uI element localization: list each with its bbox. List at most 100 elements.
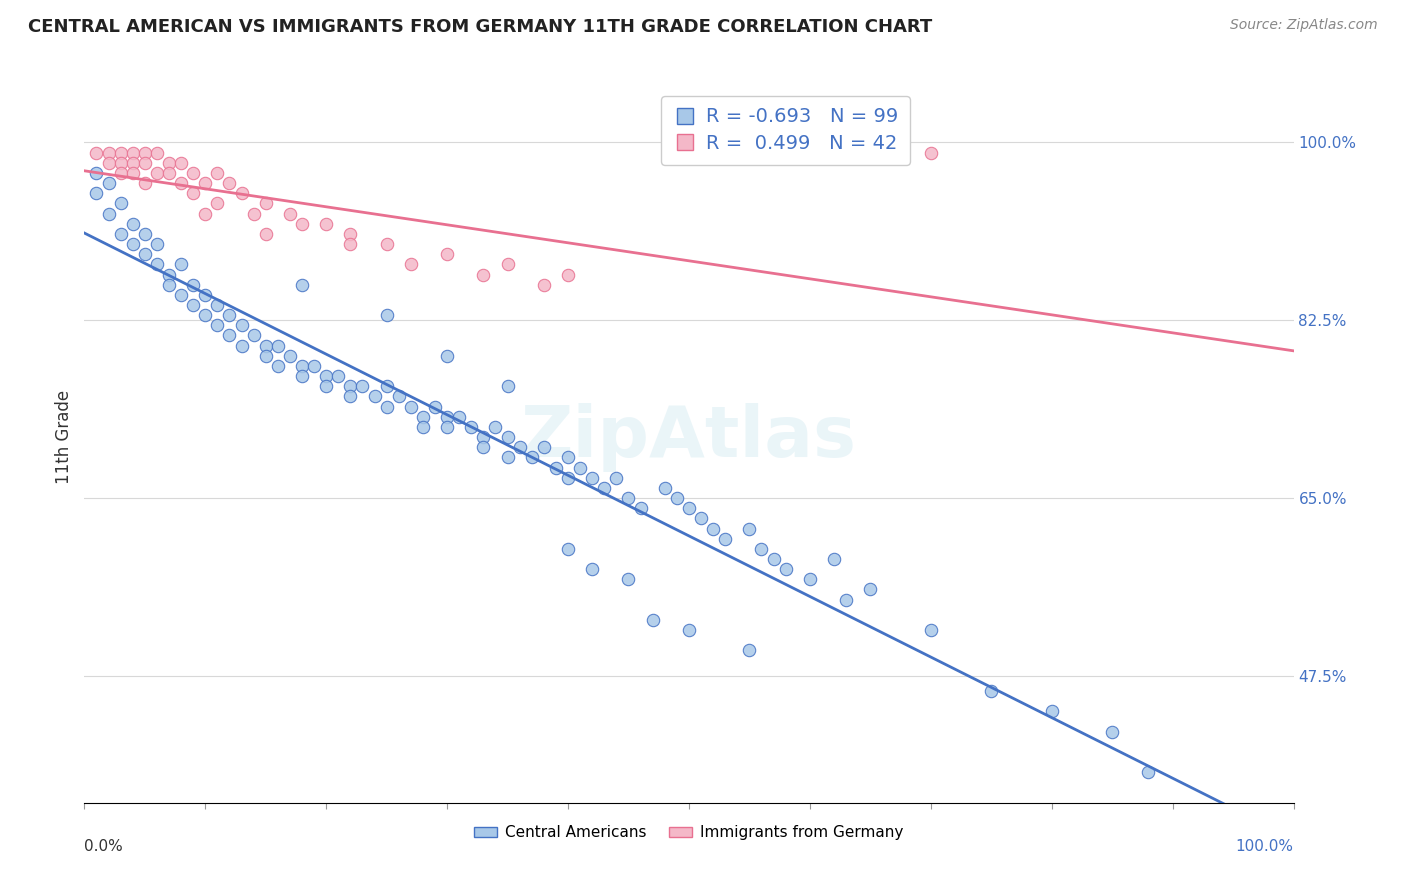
Point (496, 257, 519, 271)
Point (738, 521, 761, 535)
Point (231, 338, 253, 352)
Point (291, 369, 314, 384)
Point (157, 166, 180, 180)
Point (665, 491, 688, 505)
Point (315, 379, 337, 393)
Point (194, 288, 217, 302)
Point (581, 562, 603, 576)
Point (231, 186, 253, 201)
Point (97, 145, 120, 160)
Point (121, 217, 143, 231)
Point (134, 227, 156, 241)
Point (121, 145, 143, 160)
Point (859, 582, 882, 597)
Point (146, 145, 169, 160)
Point (170, 288, 193, 302)
Point (278, 349, 301, 363)
Point (291, 217, 314, 231)
Point (194, 308, 217, 322)
Point (920, 623, 942, 637)
Text: 100.0%: 100.0% (1236, 839, 1294, 855)
Point (207, 166, 229, 180)
Point (375, 379, 398, 393)
Point (484, 420, 506, 434)
Point (110, 227, 132, 241)
Point (207, 196, 229, 211)
Point (157, 156, 180, 170)
Point (835, 592, 858, 607)
Point (557, 541, 579, 556)
Point (267, 359, 290, 373)
Point (110, 156, 132, 170)
Point (472, 268, 495, 282)
Point (641, 613, 664, 627)
Point (375, 308, 398, 322)
Point (388, 389, 411, 403)
Point (170, 257, 193, 271)
Point (146, 166, 169, 180)
Point (496, 430, 519, 444)
Point (352, 379, 374, 393)
Point (86, 166, 108, 180)
Point (630, 501, 652, 516)
Point (823, 552, 845, 566)
Point (436, 247, 458, 261)
Point (157, 277, 180, 292)
Point (762, 552, 785, 566)
Point (533, 277, 555, 292)
Point (134, 247, 156, 261)
Point (544, 460, 567, 475)
Point (181, 277, 204, 292)
Point (690, 511, 713, 525)
Point (207, 298, 229, 312)
Point (207, 318, 229, 333)
Point (557, 471, 579, 485)
Point (399, 400, 422, 414)
Point (412, 409, 434, 424)
Point (557, 450, 579, 465)
Point (363, 389, 385, 403)
Point (751, 541, 773, 556)
Point (231, 318, 253, 333)
Point (267, 338, 290, 352)
Point (654, 481, 676, 495)
Point (775, 562, 797, 576)
Point (738, 643, 761, 657)
Point (460, 420, 482, 434)
Point (302, 359, 325, 373)
Point (170, 156, 193, 170)
Point (617, 572, 640, 586)
Point (218, 308, 240, 322)
Point (339, 379, 361, 393)
Legend: Central Americans, Immigrants from Germany: Central Americans, Immigrants from Germa… (468, 819, 910, 847)
Text: Source: ZipAtlas.com: Source: ZipAtlas.com (1230, 18, 1378, 32)
Point (980, 684, 1002, 698)
Point (110, 166, 132, 180)
Point (97, 176, 120, 190)
Point (593, 481, 616, 495)
Point (375, 400, 398, 414)
Point (254, 196, 277, 211)
Point (97, 206, 120, 220)
Point (399, 257, 422, 271)
Point (472, 440, 495, 454)
Point (97, 156, 120, 170)
Text: ZipAtlas: ZipAtlas (522, 402, 856, 472)
Point (1137, 765, 1160, 780)
Point (328, 369, 350, 384)
Point (181, 186, 204, 201)
Point (254, 338, 277, 352)
Point (170, 176, 193, 190)
Point (436, 409, 458, 424)
Point (509, 440, 531, 454)
Point (375, 237, 398, 252)
Point (1101, 724, 1123, 739)
Point (146, 257, 169, 271)
Point (617, 491, 640, 505)
Point (194, 176, 217, 190)
Point (315, 369, 337, 384)
Point (339, 389, 361, 403)
Point (449, 409, 471, 424)
Point (86, 145, 108, 160)
Point (472, 430, 495, 444)
